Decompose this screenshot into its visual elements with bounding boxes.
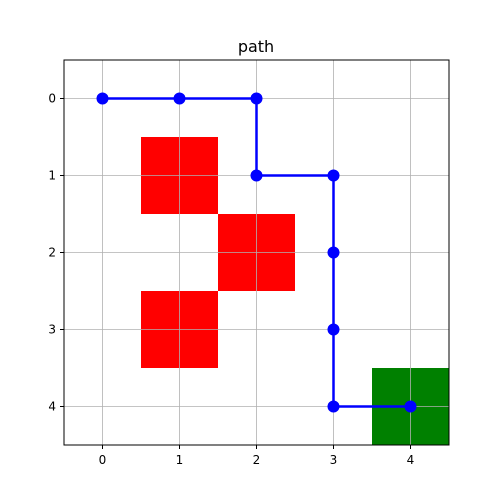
path-point-2 xyxy=(250,92,263,105)
x-axis-ticks: 0 1 2 3 4 xyxy=(99,445,415,467)
x-tick-label-3: 3 xyxy=(330,453,338,467)
y-tick-label-3: 3 xyxy=(48,323,56,337)
path-point-3 xyxy=(250,169,263,182)
y-tick-label-4: 4 xyxy=(48,400,56,414)
path-point-1 xyxy=(173,92,186,105)
x-tick-label-0: 0 xyxy=(99,453,107,467)
path-point-4 xyxy=(327,169,340,182)
x-tick-label-1: 1 xyxy=(176,453,184,467)
chart-title: path xyxy=(238,37,274,56)
grid-cells xyxy=(141,137,449,445)
path-point-6 xyxy=(327,323,340,336)
y-tick-label-1: 1 xyxy=(48,169,56,183)
path-layer xyxy=(96,92,417,413)
y-tick-label-2: 2 xyxy=(48,246,56,260)
y-tick-label-0: 0 xyxy=(48,92,56,106)
x-tick-label-2: 2 xyxy=(253,453,261,467)
path-point-8 xyxy=(404,400,417,413)
path-point-7 xyxy=(327,400,340,413)
x-tick-label-4: 4 xyxy=(407,453,415,467)
path-point-0 xyxy=(96,92,109,105)
y-axis-ticks: 0 1 2 3 4 xyxy=(48,92,64,414)
path-point-5 xyxy=(327,246,340,259)
